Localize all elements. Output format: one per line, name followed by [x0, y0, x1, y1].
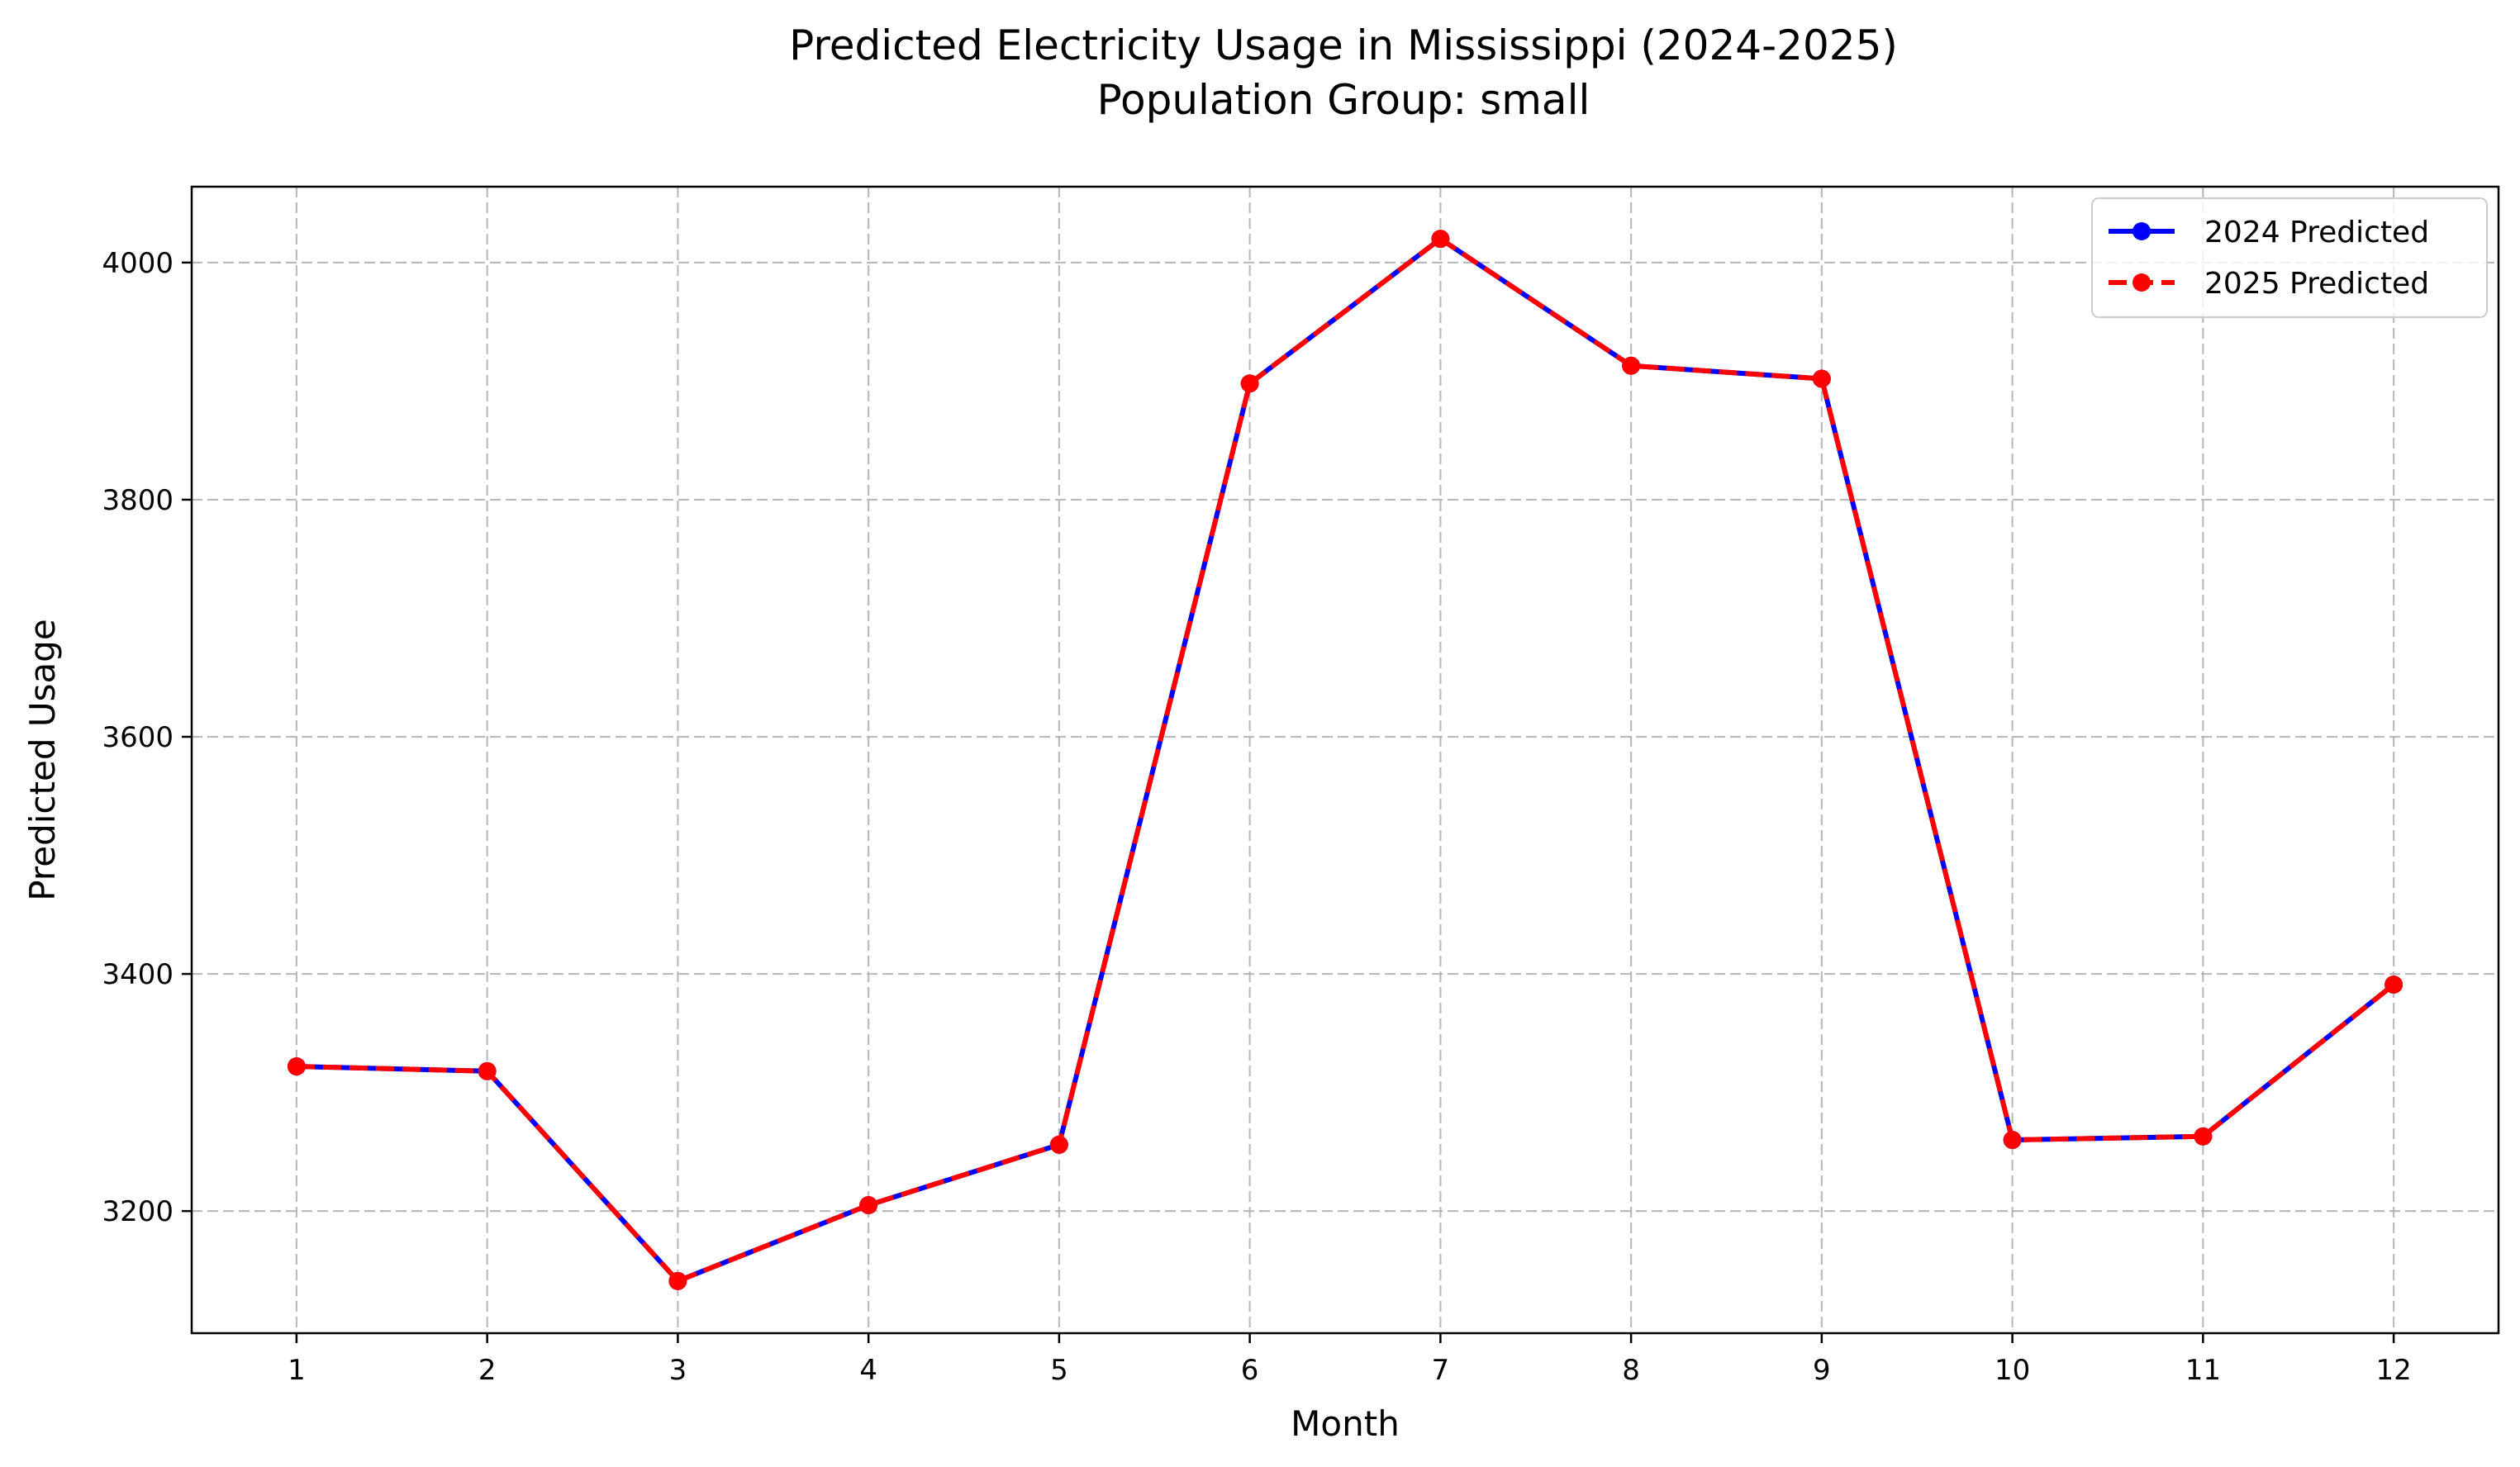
data-point [1431, 230, 1450, 249]
data-point [1049, 1135, 1068, 1154]
legend-frame [2091, 197, 2488, 318]
x-tick-label: 8 [1622, 1354, 1640, 1387]
x-tick-label: 1 [288, 1354, 306, 1387]
data-point [478, 1061, 497, 1080]
legend-swatch-marker [2132, 273, 2151, 292]
y-tick-label: 3400 [102, 958, 174, 991]
y-axis-label: Predicted Usage [22, 619, 63, 900]
x-tick-label: 3 [669, 1354, 687, 1387]
data-point [2384, 976, 2404, 995]
data-point [1812, 369, 1831, 388]
data-point [1240, 374, 1259, 393]
x-tick-label: 11 [2185, 1354, 2221, 1387]
data-point [287, 1057, 306, 1076]
legend-swatch-marker [2132, 222, 2151, 240]
x-axis-label: Month [1291, 1403, 1400, 1444]
legend-label: 2024 Predicted [2204, 216, 2429, 249]
data-point [2003, 1131, 2022, 1150]
legend-items: 2024 Predicted 2025 Predicted [2109, 216, 2429, 301]
data-point [859, 1195, 878, 1214]
x-tick-label: 4 [859, 1354, 877, 1387]
series-line [296, 236, 2395, 1284]
chart-title: Predicted Electricity Usage in Mississip… [789, 21, 1898, 69]
plot-frame [190, 185, 2500, 1335]
data-point [668, 1271, 687, 1290]
x-tick-label: 10 [1995, 1354, 2030, 1387]
y-tick-label: 3200 [102, 1195, 174, 1228]
y-tick-label: 4000 [102, 247, 174, 280]
y-tick-label: 3600 [102, 721, 174, 754]
series-line [296, 236, 2395, 1284]
legend-label: 2025 Predicted [2204, 267, 2429, 301]
x-tick-label: 7 [1432, 1354, 1450, 1387]
x-tick-label: 2 [478, 1354, 497, 1387]
data-point [1622, 356, 1641, 375]
x-tick-label: 12 [2375, 1354, 2411, 1387]
series-group [287, 230, 2404, 1290]
x-tick-label: 9 [1813, 1354, 1831, 1387]
y-tick-label: 3800 [102, 484, 174, 517]
data-point [2194, 1127, 2213, 1146]
grid [192, 187, 2499, 1333]
legend: 2024 Predicted 2025 Predicted [2091, 197, 2488, 318]
x-tick-label: 5 [1050, 1354, 1068, 1387]
x-tick-label: 6 [1241, 1354, 1259, 1387]
chart-subtitle: Population Group: small [1097, 76, 1590, 124]
